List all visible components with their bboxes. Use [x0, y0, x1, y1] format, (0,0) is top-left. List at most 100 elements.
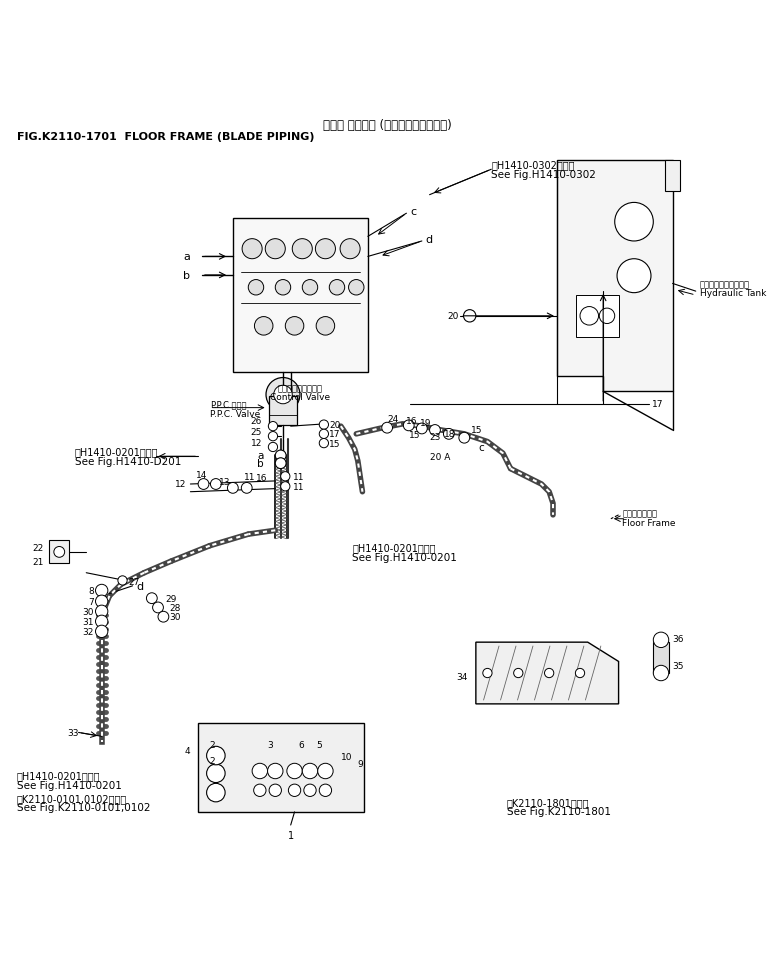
Text: 第H1410-0201図参照: 第H1410-0201図参照: [352, 543, 436, 552]
Circle shape: [617, 260, 651, 294]
Text: 20: 20: [330, 421, 341, 429]
Text: 12: 12: [251, 438, 262, 448]
Text: See Fig.H1410-0201: See Fig.H1410-0201: [352, 552, 457, 562]
Text: 12: 12: [175, 480, 186, 489]
Text: 30: 30: [82, 608, 94, 616]
Text: 15: 15: [471, 426, 482, 435]
Circle shape: [198, 479, 209, 490]
Bar: [653, 642, 669, 673]
Circle shape: [96, 596, 108, 608]
Text: d: d: [136, 581, 143, 591]
Text: See Fig.H1410-0201: See Fig.H1410-0201: [16, 780, 121, 790]
Circle shape: [576, 669, 585, 678]
Text: 1: 1: [287, 829, 294, 840]
Circle shape: [430, 425, 440, 436]
Bar: [49, 541, 68, 564]
Text: 6: 6: [298, 740, 304, 749]
Polygon shape: [476, 642, 619, 704]
Text: 32: 32: [82, 627, 94, 637]
Circle shape: [96, 584, 108, 597]
Text: 11: 11: [293, 483, 305, 491]
Circle shape: [514, 669, 523, 678]
Text: 3: 3: [268, 740, 273, 749]
Text: 16: 16: [406, 417, 418, 425]
Text: 33: 33: [67, 728, 78, 737]
Text: 10: 10: [341, 752, 352, 761]
Text: 15: 15: [330, 439, 341, 448]
Text: 36: 36: [673, 634, 684, 643]
Text: 22: 22: [33, 544, 44, 552]
Text: b: b: [183, 270, 190, 281]
Text: 11: 11: [293, 472, 305, 482]
Bar: [665, 161, 680, 192]
Text: 20 A: 20 A: [430, 453, 450, 461]
Bar: [198, 724, 364, 812]
Circle shape: [96, 626, 108, 638]
Circle shape: [207, 784, 226, 802]
Text: P.P.C. Valve: P.P.C. Valve: [210, 409, 260, 418]
Text: フロアフレーム: フロアフレーム: [622, 510, 658, 518]
Circle shape: [266, 378, 300, 412]
Text: c: c: [478, 443, 484, 453]
Circle shape: [319, 439, 329, 449]
Text: コントロールバルブ: コントロールバルブ: [278, 385, 323, 393]
Circle shape: [268, 764, 283, 779]
Text: Control Valve: Control Valve: [270, 392, 330, 402]
Text: 15: 15: [409, 430, 420, 440]
Circle shape: [153, 603, 164, 613]
Circle shape: [276, 451, 286, 461]
Circle shape: [382, 422, 392, 434]
Circle shape: [599, 309, 615, 325]
Text: a: a: [183, 252, 190, 263]
Circle shape: [207, 765, 226, 783]
Text: 11: 11: [244, 472, 256, 482]
Circle shape: [348, 280, 364, 296]
Circle shape: [274, 386, 292, 404]
Text: 20: 20: [448, 312, 459, 321]
Text: 第H1410-0201図参照: 第H1410-0201図参照: [16, 770, 100, 781]
Text: See Fig.K2110-0101,0102: See Fig.K2110-0101,0102: [16, 802, 150, 812]
Circle shape: [285, 317, 304, 335]
Circle shape: [254, 317, 273, 335]
Text: 14: 14: [196, 471, 207, 480]
Circle shape: [280, 483, 290, 491]
Circle shape: [615, 203, 653, 241]
Text: 31: 31: [82, 617, 94, 626]
Text: 7: 7: [88, 597, 94, 607]
Text: 9: 9: [358, 759, 363, 768]
Circle shape: [316, 239, 335, 260]
Circle shape: [319, 430, 329, 439]
Text: フロア フレーム (ブレードパイピング): フロア フレーム (ブレードパイピング): [323, 118, 452, 132]
Text: FIG.K2110-1701  FLOOR FRAME (BLADE PIPING): FIG.K2110-1701 FLOOR FRAME (BLADE PIPING…: [16, 132, 314, 141]
Polygon shape: [557, 161, 673, 392]
Circle shape: [158, 611, 169, 622]
Circle shape: [288, 784, 301, 797]
Circle shape: [464, 310, 476, 323]
Circle shape: [318, 764, 333, 779]
Text: c: c: [410, 206, 417, 217]
Circle shape: [417, 423, 428, 434]
Text: 17: 17: [651, 400, 663, 409]
Text: 29: 29: [165, 594, 176, 603]
Text: 2: 2: [210, 756, 215, 765]
Text: 27: 27: [128, 578, 140, 586]
Circle shape: [269, 422, 278, 431]
Text: 23: 23: [430, 432, 441, 441]
Circle shape: [252, 764, 268, 779]
Text: 第H1410-0201図参照: 第H1410-0201図参照: [74, 447, 158, 457]
Text: 5: 5: [316, 740, 322, 749]
Text: 19: 19: [420, 419, 431, 427]
Text: 17: 17: [330, 430, 341, 439]
Circle shape: [302, 764, 318, 779]
Text: 34: 34: [456, 672, 468, 681]
Circle shape: [340, 239, 360, 260]
Circle shape: [265, 239, 285, 260]
Circle shape: [319, 784, 331, 797]
Circle shape: [544, 669, 554, 678]
Text: 8: 8: [88, 586, 94, 595]
Text: 26: 26: [251, 417, 262, 425]
Circle shape: [211, 479, 222, 490]
Text: 18: 18: [443, 430, 455, 439]
Text: 第H1410-0302図参照: 第H1410-0302図参照: [491, 161, 575, 171]
Circle shape: [483, 669, 492, 678]
